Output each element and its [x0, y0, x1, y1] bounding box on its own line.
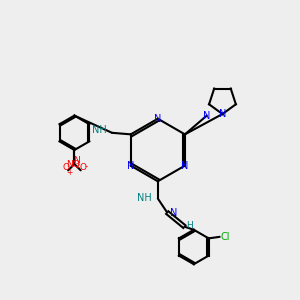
Text: N: N: [203, 111, 211, 121]
Text: NH: NH: [137, 194, 152, 203]
Text: H: H: [186, 220, 193, 230]
Text: N: N: [181, 160, 189, 171]
Text: N: N: [170, 208, 178, 218]
Text: NH: NH: [92, 125, 106, 135]
Text: N: N: [219, 109, 226, 119]
Text: +: +: [66, 168, 73, 177]
Text: O: O: [62, 163, 70, 172]
Text: N: N: [154, 114, 161, 124]
Text: N: N: [74, 156, 80, 165]
Text: NO: NO: [66, 160, 80, 169]
Text: 2: 2: [76, 163, 80, 169]
Text: Cl: Cl: [220, 232, 230, 242]
Text: -: -: [85, 162, 88, 171]
Text: N: N: [127, 160, 134, 171]
Text: O: O: [80, 163, 86, 172]
